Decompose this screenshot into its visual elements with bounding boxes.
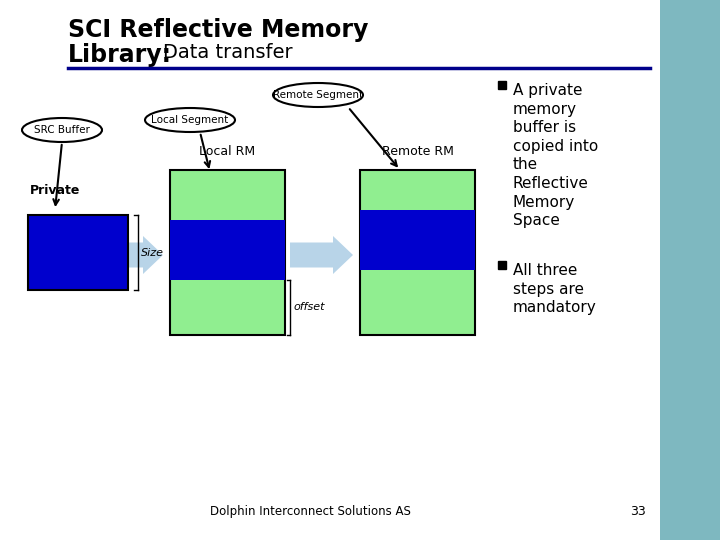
Text: Private: Private [30, 184, 81, 197]
Text: A private
memory
buffer is
copied into
the
Reflective
Memory
Space: A private memory buffer is copied into t… [513, 83, 598, 228]
Ellipse shape [273, 83, 363, 107]
Bar [170, 220, 285, 280]
Text: Local RM: Local RM [199, 145, 256, 158]
Text: Size: Size [141, 247, 164, 258]
Text: Library:: Library: [68, 43, 172, 67]
Ellipse shape [22, 118, 102, 142]
Text: Remote Segment: Remote Segment [273, 90, 363, 100]
Text: Local Segment: Local Segment [151, 115, 229, 125]
Text: SCI Reflective Memory: SCI Reflective Memory [68, 18, 369, 42]
Text: 33: 33 [630, 505, 646, 518]
Text: offset: offset [293, 302, 325, 313]
Text: Data transfer: Data transfer [163, 43, 292, 62]
Text: SRC Buffer: SRC Buffer [34, 125, 90, 135]
Text: All three
steps are
mandatory: All three steps are mandatory [513, 263, 597, 315]
Text: Remote RM: Remote RM [382, 145, 454, 158]
Bar [360, 210, 475, 270]
FancyArrow shape [105, 236, 163, 274]
Bar [28, 215, 128, 290]
Bar [170, 170, 285, 335]
FancyArrow shape [290, 236, 353, 274]
Text: Dolphin Interconnect Solutions AS: Dolphin Interconnect Solutions AS [210, 505, 410, 518]
Ellipse shape [145, 108, 235, 132]
Bar [660, 0, 720, 540]
Bar [360, 170, 475, 335]
